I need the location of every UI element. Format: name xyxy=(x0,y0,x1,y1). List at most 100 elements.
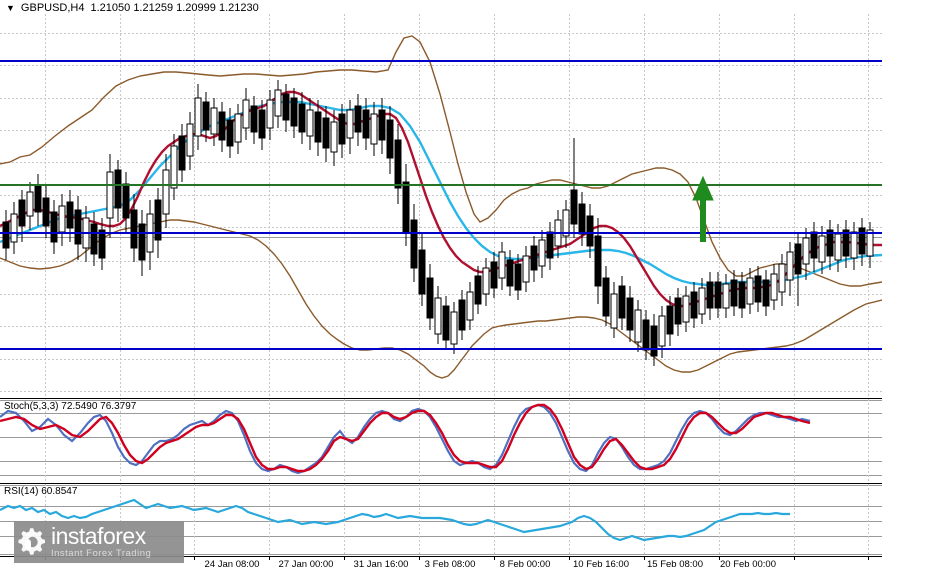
time-axis-line xyxy=(0,556,882,557)
candle xyxy=(330,110,338,166)
candle xyxy=(842,220,850,268)
candle xyxy=(298,92,306,144)
candle xyxy=(418,234,426,306)
candle xyxy=(170,134,178,200)
level-line-resistance[interactable] xyxy=(0,60,882,62)
gridline-v xyxy=(344,399,345,482)
candle xyxy=(458,290,466,340)
gridline-h xyxy=(0,261,882,262)
stoch-level-20 xyxy=(0,461,882,462)
candle xyxy=(362,98,370,150)
candle xyxy=(378,98,386,154)
watermark-tagline: Instant Forex Trading xyxy=(51,547,152,559)
candle xyxy=(706,272,714,320)
ohlc-values: 1.21050 1.21259 1.20999 1.21230 xyxy=(90,2,259,14)
gridline-v xyxy=(794,14,795,398)
gridline-h xyxy=(0,359,882,360)
candle xyxy=(778,254,786,306)
stochastic-pane[interactable]: Stoch(5,3,3) 72.5490 76.3797 xyxy=(0,399,882,482)
candle xyxy=(738,272,746,318)
candle xyxy=(282,84,290,132)
crosshair-line xyxy=(0,237,882,238)
candle xyxy=(562,200,570,248)
candle xyxy=(386,106,394,174)
level-line-target[interactable] xyxy=(0,184,882,186)
candle xyxy=(682,286,690,332)
candle xyxy=(394,124,402,204)
stochastic-canvas xyxy=(0,403,811,475)
instaforex-gear-icon xyxy=(18,527,48,557)
time-axis-label: 24 Jan 08:00 xyxy=(204,559,260,570)
gridline-h xyxy=(0,391,882,392)
candle xyxy=(570,138,578,238)
candle xyxy=(354,94,362,146)
candle xyxy=(242,88,250,140)
time-axis-label: 27 Jan 00:00 xyxy=(278,559,334,570)
gridline-v xyxy=(269,14,270,398)
bollinger-upper-band xyxy=(0,35,882,287)
gridline-h xyxy=(0,227,882,228)
price-axis[interactable]: 1.24910 1.24310 1.23710 1.23095 1.22495 … xyxy=(882,0,928,571)
bollinger-lower-band xyxy=(0,219,882,379)
candle xyxy=(530,236,538,282)
gridline-v xyxy=(494,484,495,556)
gridline-v xyxy=(794,399,795,482)
chevron-down-icon[interactable]: ▼ xyxy=(6,2,15,13)
candle xyxy=(274,80,282,128)
candle xyxy=(130,194,138,262)
candle xyxy=(514,254,522,300)
gridline-v xyxy=(719,399,720,482)
level-line-current[interactable] xyxy=(0,232,882,234)
gridline-v xyxy=(45,484,46,556)
candle xyxy=(754,266,762,312)
candle xyxy=(698,278,706,324)
gridline-v xyxy=(569,484,570,556)
candle xyxy=(210,98,218,146)
candle xyxy=(106,154,114,238)
time-axis-label: 31 Jan 16:00 xyxy=(353,559,409,570)
candle xyxy=(218,102,226,152)
gridline-v xyxy=(494,14,495,398)
gridline-v xyxy=(419,399,420,482)
candle xyxy=(730,270,738,316)
candle xyxy=(802,228,810,280)
candle xyxy=(474,266,482,314)
gridline-v xyxy=(419,484,420,556)
rsi-level-30 xyxy=(0,536,882,537)
candle xyxy=(714,272,722,318)
candle xyxy=(226,108,234,158)
candle xyxy=(578,192,586,246)
candle xyxy=(258,100,266,150)
gridline-v xyxy=(194,399,195,482)
chart-header: ▼ GBPUSD,H4 1.21050 1.21259 1.20999 1.21… xyxy=(6,2,259,14)
rsi-pane[interactable]: RSI(14) 60.8547 xyxy=(0,484,882,556)
rsi-level-70 xyxy=(0,506,882,507)
gridline-v xyxy=(419,14,420,398)
candle xyxy=(634,300,642,352)
price-pane[interactable] xyxy=(0,14,882,398)
gridline-v xyxy=(868,399,869,482)
candle xyxy=(266,90,274,140)
candle xyxy=(506,250,514,296)
gridline-h xyxy=(0,195,882,196)
gridline-v xyxy=(569,399,570,482)
candle xyxy=(770,264,778,310)
gridline-v xyxy=(45,399,46,482)
gridline-v xyxy=(644,484,645,556)
candle xyxy=(178,124,186,182)
time-axis[interactable]: 24 Jan 08:00 27 Jan 00:00 31 Jan 16:00 3… xyxy=(0,556,882,571)
time-axis-label: 15 Feb 08:00 xyxy=(647,559,703,570)
gridline-v xyxy=(494,399,495,482)
level-line-support[interactable] xyxy=(0,348,882,350)
stoch-label: Stoch(5,3,3) 72.5490 76.3797 xyxy=(4,401,137,412)
candle xyxy=(2,210,10,260)
candle xyxy=(290,88,298,138)
candle xyxy=(826,220,834,270)
candle xyxy=(250,96,258,144)
gridline-v xyxy=(194,14,195,398)
candle xyxy=(450,302,458,354)
candle xyxy=(650,314,658,366)
time-axis-label: 3 Feb 08:00 xyxy=(424,559,476,570)
candle xyxy=(602,266,610,326)
candle xyxy=(234,104,242,154)
